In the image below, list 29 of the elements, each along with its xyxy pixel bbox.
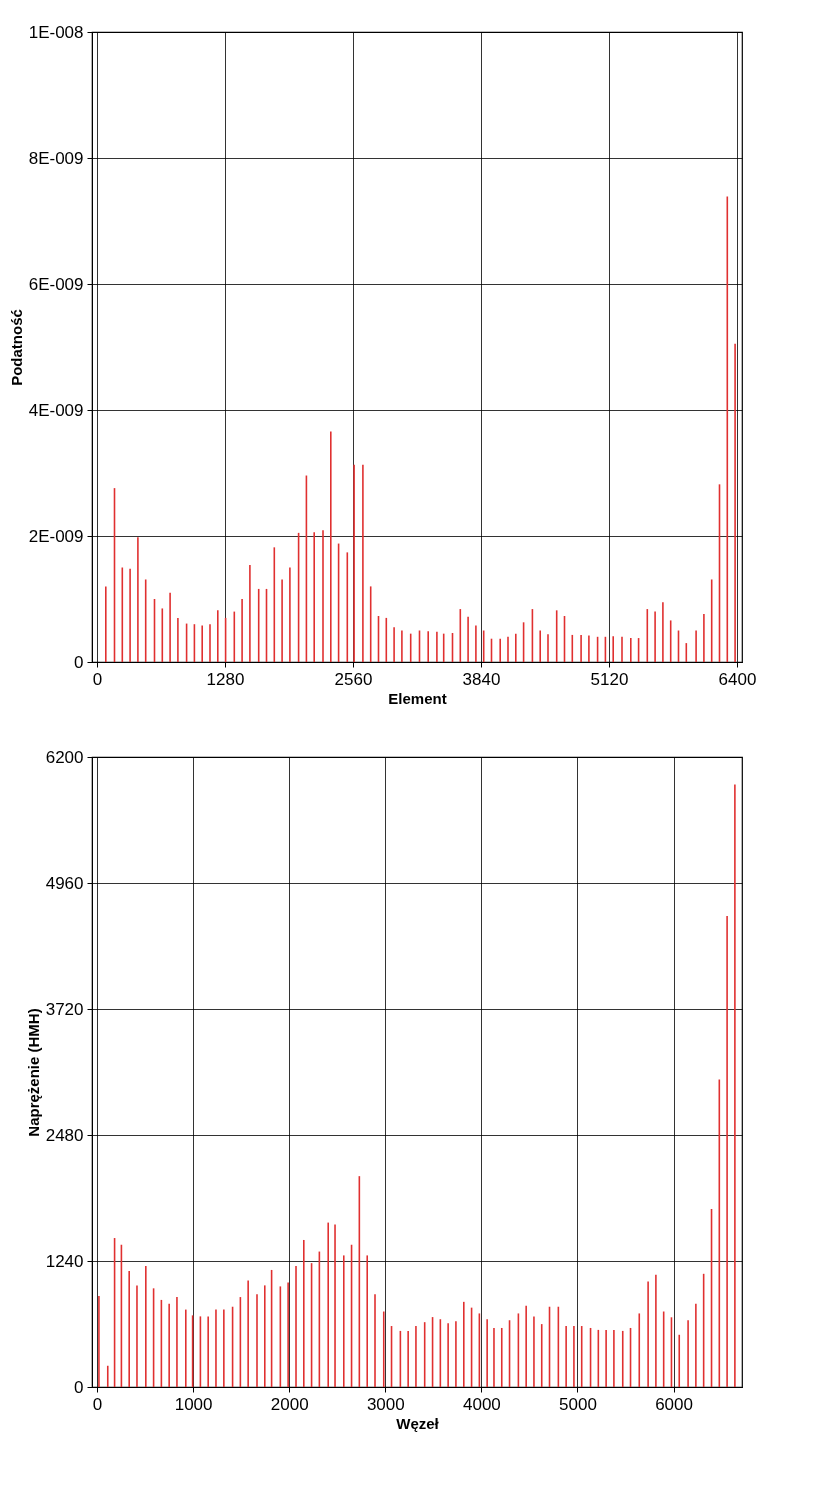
x-tick-label: 5120 <box>590 669 629 689</box>
y-tick-label: 6E-009 <box>28 274 84 294</box>
x-tick-label: 3840 <box>462 669 501 689</box>
y-tick-label: 4960 <box>45 873 84 893</box>
y-tick-label: 3720 <box>45 999 84 1019</box>
x-tick-label: 6400 <box>718 669 757 689</box>
x-tick-label: 1000 <box>174 1394 213 1414</box>
x-tick-label: 2000 <box>270 1394 309 1414</box>
y-axis-title: Naprężenie (HMH) <box>24 1008 42 1137</box>
x-tick-label: 3000 <box>366 1394 405 1414</box>
y-axis-title: Podatność <box>7 309 25 386</box>
x-tick-label: 4000 <box>462 1394 501 1414</box>
y-tick-label: 2480 <box>45 1125 84 1145</box>
y-tick-label: 0 <box>74 652 84 672</box>
x-tick-label: 0 <box>92 669 103 689</box>
y-tick-label: 1240 <box>45 1251 84 1271</box>
y-tick-label: 6200 <box>45 747 84 767</box>
x-tick-label: 0 <box>92 1394 103 1414</box>
y-tick-label: 1E-008 <box>28 22 84 42</box>
y-tick-label: 2E-009 <box>28 526 84 546</box>
x-axis-title: Element <box>388 689 447 707</box>
x-tick-label: 6000 <box>655 1394 693 1414</box>
y-tick-label: 8E-009 <box>28 148 84 168</box>
x-axis-title: Węzeł <box>396 1414 440 1432</box>
y-tick-label: 4E-009 <box>28 400 84 420</box>
x-tick-label: 2560 <box>334 669 373 689</box>
x-tick-label: 5000 <box>559 1394 597 1414</box>
y-tick-label: 0 <box>74 1377 84 1397</box>
x-tick-label: 1280 <box>206 669 245 689</box>
